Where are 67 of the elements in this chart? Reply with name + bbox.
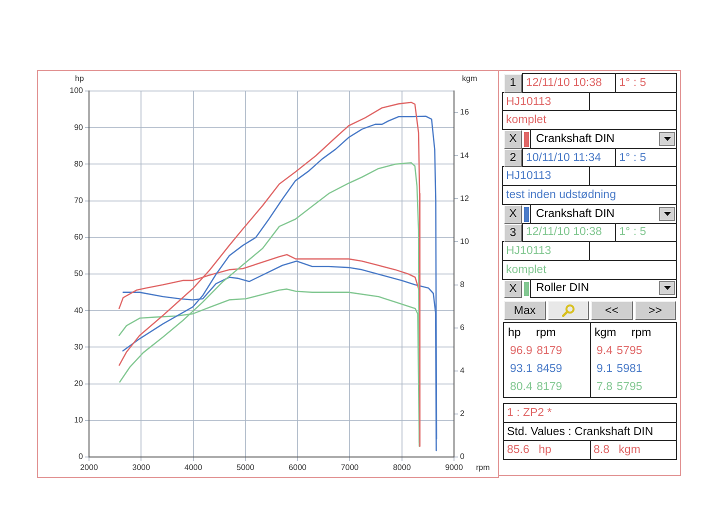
text: >> — [648, 304, 662, 317]
y2-tick-label: 0 — [460, 452, 465, 462]
text: 12/11/10 10:38 — [522, 73, 616, 93]
text: Crankshaft DIN — [536, 132, 615, 145]
text: X — [509, 282, 517, 295]
x-tick-label: 2000 — [80, 463, 98, 472]
y2-tick-label: 6 — [460, 323, 465, 332]
y2-tick-label: 16 — [460, 108, 470, 117]
y-tick-label: 100 — [70, 86, 84, 96]
text: 96.9 8179 — [509, 344, 564, 360]
text: 9.4 5795 — [596, 344, 644, 360]
y2-tick-label: 14 — [460, 150, 470, 160]
x-axis-title: rpm — [476, 463, 490, 472]
text: Max — [514, 304, 536, 317]
text: << — [605, 304, 618, 317]
text: 85.6 hp — [503, 440, 590, 460]
y-tick-label: 20 — [74, 379, 84, 388]
y-tick-label: 0 — [78, 452, 84, 462]
text: 1° : 5 — [615, 148, 677, 168]
x-tick-label: 6000 — [288, 463, 308, 472]
text: 2 — [510, 152, 516, 164]
text: X — [509, 133, 517, 146]
text: 10/11/10 11:34 — [522, 148, 616, 168]
y-tick-label: 50 — [74, 269, 84, 278]
y-axis-title: hp — [75, 74, 84, 84]
text: 3 — [510, 226, 516, 239]
text: komplet — [502, 110, 677, 130]
text: 80.4 8179 — [509, 380, 564, 396]
x-tick-label: 4000 — [184, 463, 203, 472]
text: komplet — [502, 260, 677, 280]
text: Std. Values : Crankshaft DIN — [503, 422, 677, 442]
text: X — [509, 208, 517, 220]
text: 8.8 kgm — [590, 440, 677, 460]
text: 93.1 8459 — [509, 362, 564, 378]
text: 1° : 5 — [615, 222, 677, 242]
text: 1° : 5 — [615, 73, 677, 93]
y2-tick-label: 2 — [460, 409, 465, 418]
text: test inden udstødning — [502, 185, 677, 205]
y-tick-label: 60 — [74, 232, 84, 242]
y-tick-label: 10 — [74, 416, 84, 425]
text: kgm rpm — [594, 326, 652, 342]
y-tick-label: 30 — [74, 342, 84, 352]
text: 1 : ZP2 * — [503, 403, 677, 423]
text: hp rpm — [507, 326, 557, 342]
y2-tick-label: 12 — [460, 194, 470, 203]
x-tick-label: 8000 — [392, 463, 412, 472]
y-tick-label: 90 — [74, 122, 84, 132]
text: Crankshaft DIN — [536, 208, 615, 220]
y2-tick-label: 4 — [460, 366, 465, 376]
y-tick-label: 80 — [74, 159, 84, 168]
y2-tick-label: 8 — [460, 280, 465, 289]
y2-axis-title: kgm — [462, 74, 478, 84]
y2-tick-label: 10 — [460, 236, 470, 246]
text: 7.8 5795 — [596, 380, 644, 396]
x-tick-label: 3000 — [132, 463, 151, 472]
text: HJ10113 — [502, 92, 590, 112]
text: Roller DIN — [536, 282, 590, 294]
x-tick-label: 7000 — [340, 463, 360, 472]
x-tick-label: 9000 — [445, 463, 464, 472]
text: 9.1 5981 — [596, 362, 644, 378]
text: 12/11/10 10:38 — [522, 222, 616, 242]
x-tick-label: 5000 — [236, 463, 255, 472]
text: HJ10113 — [502, 166, 590, 186]
y-tick-label: 40 — [74, 306, 84, 315]
text: 1 — [510, 77, 516, 90]
y-tick-label: 70 — [74, 196, 84, 206]
text: HJ10113 — [502, 241, 590, 261]
